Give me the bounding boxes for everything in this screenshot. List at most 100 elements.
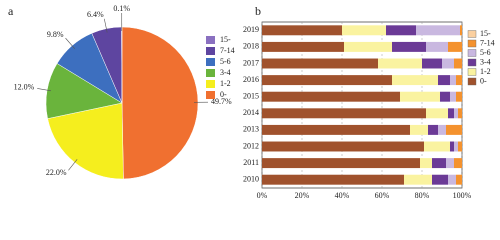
bar-segment	[456, 75, 462, 86]
bar-segment	[458, 141, 462, 152]
bar-segment	[454, 158, 462, 169]
legend-swatch	[206, 80, 215, 88]
bar-segment	[446, 158, 454, 169]
bar-segment	[342, 25, 386, 36]
x-tick-label: 100%	[453, 191, 472, 200]
bar-segment	[262, 141, 424, 152]
bar-segment	[428, 124, 438, 135]
leader-line	[104, 18, 108, 33]
legend-swatch	[206, 91, 215, 99]
legend-swatch	[467, 39, 477, 48]
y-tick-label: 2013	[243, 125, 259, 134]
bar-segment	[400, 91, 440, 102]
figure: a49.7%22.0%12.0%9.8%6.4%0.1%0-1-23-45-67…	[8, 4, 495, 200]
pie-slice	[121, 26, 199, 180]
bar-segment	[454, 58, 462, 69]
bar-segment	[454, 108, 458, 119]
legend-label: 5-6	[220, 57, 231, 66]
legend-label: 15-	[220, 35, 231, 44]
bar-segment	[410, 124, 428, 135]
bar-segment	[432, 158, 446, 169]
x-tick-label: 0%	[257, 191, 268, 200]
bar-segment	[426, 41, 448, 52]
leader-line	[65, 37, 75, 49]
legend-label: 1-2	[220, 79, 231, 88]
bar-segment	[426, 108, 448, 119]
bar-segment	[442, 58, 454, 69]
y-tick-label: 2015	[243, 92, 259, 101]
bar-segment	[438, 124, 446, 135]
legend-swatch	[467, 77, 477, 86]
bar-segment	[392, 41, 426, 52]
bar-segment	[458, 108, 462, 119]
bar-segment	[378, 58, 422, 69]
y-tick-label: 2016	[243, 75, 259, 84]
bar-segment	[448, 41, 462, 52]
y-tick-label: 2010	[243, 175, 259, 184]
bar-segment	[262, 91, 400, 102]
bar-segment	[446, 124, 462, 135]
legend-swatch	[467, 30, 477, 38]
bar-segment	[422, 58, 442, 69]
legend-label: 3-4	[480, 57, 491, 66]
bar-segment	[424, 141, 450, 152]
panel-label: b	[255, 4, 261, 18]
legend-label: 7-14	[480, 38, 495, 47]
legend-label: 15-	[480, 29, 491, 38]
bar-segment	[450, 91, 456, 102]
leader-line	[37, 88, 52, 92]
bar-segment	[432, 174, 448, 185]
bar-segment	[440, 91, 450, 102]
bar-segment	[450, 141, 454, 152]
leader-line	[68, 159, 78, 171]
bar-segment	[438, 75, 450, 86]
legend-label: 0-	[220, 90, 227, 99]
y-tick-label: 2017	[243, 58, 259, 67]
slice-label: 9.8%	[47, 30, 64, 39]
bar-segment	[262, 124, 410, 135]
slice-label: 12.0%	[14, 83, 35, 92]
bar-segment	[456, 174, 462, 185]
bar-segment	[460, 25, 462, 36]
x-tick-label: 40%	[335, 191, 350, 200]
bar-segment	[454, 141, 458, 152]
bar-segment	[448, 108, 454, 119]
y-tick-label: 2011	[243, 158, 259, 167]
y-tick-label: 2019	[243, 25, 259, 34]
bar-segment	[262, 58, 378, 69]
x-tick-label: 60%	[375, 191, 390, 200]
panel-label: a	[8, 4, 14, 18]
bar-segment	[344, 41, 392, 52]
slice-label: 49.7%	[211, 97, 232, 106]
legend-swatch	[206, 36, 215, 44]
bar-segment	[262, 75, 392, 86]
legend-label: 5-6	[480, 48, 491, 57]
x-tick-label: 80%	[415, 191, 430, 200]
legend-swatch	[206, 58, 215, 66]
y-tick-label: 2012	[243, 141, 259, 150]
bar-segment	[262, 108, 426, 119]
legend-swatch	[467, 68, 477, 76]
bar-segment	[262, 25, 342, 36]
legend-swatch	[467, 49, 477, 57]
bar-segment	[392, 75, 438, 86]
bar-segment	[386, 25, 416, 36]
plot-frame	[261, 21, 463, 189]
y-tick-label: 2014	[243, 108, 259, 117]
legend-swatch	[206, 47, 215, 55]
legend-label: 0-	[480, 76, 487, 85]
bar-segment	[416, 25, 460, 36]
slice-label: 22.0%	[46, 168, 67, 177]
bar-segment	[448, 174, 456, 185]
legend-label: 3-4	[220, 68, 231, 77]
legend-label: 7-14	[220, 46, 235, 55]
y-tick-label: 2018	[243, 42, 259, 51]
bar-segment	[450, 75, 456, 86]
bar-segment	[404, 174, 432, 185]
legend-label: 1-2	[480, 67, 491, 76]
x-tick-label: 20%	[295, 191, 310, 200]
slice-label: 6.4%	[87, 10, 104, 19]
bar-segment	[262, 158, 420, 169]
legend-swatch	[206, 69, 215, 77]
slice-label: 0.1%	[113, 4, 130, 13]
